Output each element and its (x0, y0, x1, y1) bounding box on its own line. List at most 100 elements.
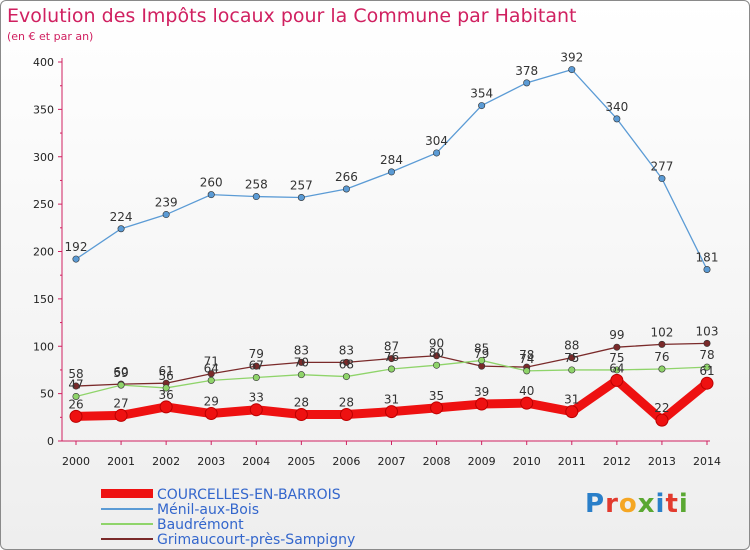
x-tick-label: 2001 (107, 455, 135, 468)
data-label: 27 (113, 396, 128, 410)
data-label: 36 (159, 388, 174, 402)
x-tick-label: 2009 (468, 455, 496, 468)
proxiti-logo: Proxiti (585, 489, 689, 519)
data-label: 99 (609, 328, 624, 342)
data-point (159, 400, 173, 414)
data-label: 181 (696, 251, 719, 265)
data-point (478, 102, 486, 110)
data-point (387, 355, 395, 363)
data-point (297, 193, 305, 201)
data-label: 88 (564, 339, 579, 353)
data-point (475, 397, 489, 411)
data-point (703, 339, 711, 347)
data-label: 40 (519, 384, 534, 398)
data-point (297, 371, 305, 379)
series-3: 58 60 61 71 79 83 83 87 90 79 78 88 99 102 103 (68, 324, 719, 390)
x-tick-label: 2010 (513, 455, 541, 468)
data-point (69, 409, 83, 423)
data-label: 102 (650, 325, 673, 339)
data-point (433, 361, 441, 369)
data-point (523, 79, 531, 87)
chart-title: Evolution des Impôts locaux pour la Comm… (7, 5, 577, 27)
legend-swatch (101, 523, 153, 525)
logo-letter: x (637, 489, 656, 519)
data-label: 35 (429, 389, 444, 403)
data-label: 61 (159, 364, 174, 378)
data-label: 224 (110, 210, 133, 224)
data-label: 59 (113, 366, 128, 380)
logo-letter: i (678, 489, 689, 519)
data-point (520, 396, 534, 410)
y-tick-label: 150 (33, 293, 54, 306)
data-label: 26 (68, 397, 83, 411)
data-label: 76 (384, 350, 399, 364)
legend-swatch (101, 489, 153, 498)
y-tick-label: 200 (33, 246, 54, 259)
data-point (610, 373, 624, 387)
legend-label: Ménil-aux-Bois (157, 502, 259, 518)
data-point (433, 352, 441, 360)
data-label: 260 (200, 176, 223, 190)
data-point (72, 392, 80, 400)
data-label: 70 (294, 356, 309, 370)
x-tick-label: 2000 (62, 455, 90, 468)
data-point (385, 405, 398, 419)
data-point (72, 255, 80, 263)
data-label: 277 (650, 160, 673, 174)
data-label: 257 (290, 178, 313, 192)
series-1: 192 224 239 260 258 257 266 284 304 354 378 392 340 2… (65, 51, 719, 274)
data-label: 83 (294, 343, 309, 357)
data-point (294, 407, 308, 421)
data-label: 78 (519, 348, 534, 362)
data-label: 61 (699, 364, 714, 378)
data-point (207, 191, 215, 199)
y-tick-label: 400 (33, 56, 54, 69)
data-label: 28 (294, 395, 309, 409)
data-label: 64 (609, 361, 624, 375)
data-label: 266 (335, 170, 358, 184)
data-label: 60 (113, 365, 128, 379)
x-tick-label: 2006 (332, 455, 360, 468)
x-tick-label: 2012 (603, 455, 631, 468)
data-label: 47 (68, 377, 83, 391)
logo-letter: o (618, 489, 638, 519)
data-label: 103 (696, 324, 719, 338)
data-label: 56 (159, 369, 174, 383)
data-point (342, 373, 350, 381)
x-tick-label: 2011 (558, 455, 586, 468)
data-point (117, 225, 125, 233)
data-label: 71 (204, 355, 219, 369)
legend-swatch (101, 538, 153, 540)
data-label: 304 (425, 134, 448, 148)
data-point (565, 405, 579, 419)
data-label: 79 (474, 347, 489, 361)
data-point (114, 408, 128, 422)
data-label: 29 (204, 395, 219, 409)
chart-subtitle: (en € et par an) (7, 30, 94, 43)
data-label: 392 (560, 51, 583, 65)
data-point (433, 149, 441, 157)
data-label: 80 (429, 346, 444, 360)
data-label: 192 (65, 240, 88, 254)
data-label: 33 (249, 391, 264, 405)
logo-letter: t (665, 489, 679, 519)
legend-swatch (101, 508, 153, 510)
data-label: 28 (339, 395, 354, 409)
data-point (72, 382, 80, 390)
data-point (655, 413, 669, 427)
data-point (568, 366, 576, 374)
data-point (568, 354, 576, 362)
x-tick-label: 2007 (378, 455, 406, 468)
data-point (162, 384, 170, 392)
data-label: 85 (474, 341, 489, 355)
y-tick-label: 0 (47, 435, 54, 448)
x-tick-label: 2014 (693, 455, 721, 468)
legend-label: Baudrémont (157, 517, 244, 533)
data-point (252, 374, 260, 382)
data-point (568, 66, 576, 74)
data-label: 258 (245, 178, 268, 192)
data-label: 75 (564, 351, 579, 365)
data-label: 340 (605, 100, 628, 114)
legend-label: Grimaucourt-près-Sampigny (157, 532, 355, 548)
